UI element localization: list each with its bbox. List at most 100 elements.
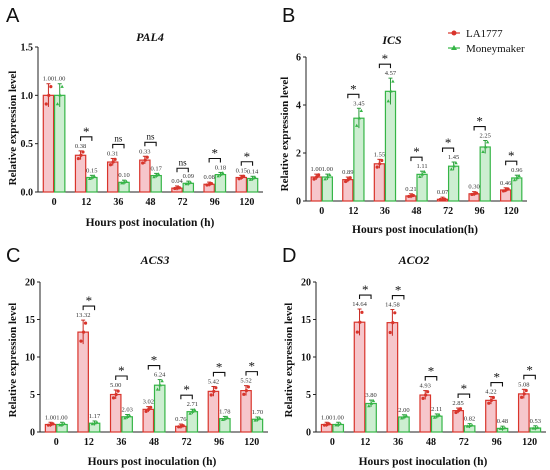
data-point [474,191,479,195]
data-point [244,389,249,393]
data-point [242,392,246,396]
data-point [58,93,62,97]
y-tick-label: 1.0 [21,91,34,102]
data-point [46,423,50,427]
value-label: 0.76 [175,416,187,423]
x-tick-label: 36 [380,206,390,217]
value-label: 0.18 [215,164,226,171]
data-point [400,416,404,420]
data-point [391,321,395,325]
data-point [251,176,255,180]
data-point [156,172,161,176]
value-label: 14.64 [352,301,367,308]
significance-bracket [80,136,93,141]
data-point [375,165,379,169]
data-point [438,197,442,202]
bar-moneymaker [365,402,377,433]
significance-bracket [212,371,226,377]
value-label: 0.96 [511,167,523,174]
significance-mark: * [83,124,90,139]
value-label: 0.38 [75,143,86,150]
x-tick-label: 96 [492,437,502,448]
data-point [248,177,253,181]
bar-la1777 [310,176,322,202]
y-tick-label: 5 [30,390,35,401]
data-point [498,426,502,430]
data-point [481,149,485,154]
data-point [378,162,382,166]
data-point [76,156,80,161]
legend-item-la1777: LA1777 [448,28,503,40]
bar-la1777 [142,408,155,433]
data-point [369,401,374,405]
significance-mark: * [526,362,533,377]
data-point [355,330,359,334]
data-point [411,193,415,198]
y-tick-label: 6 [296,53,301,64]
value-label: 0.30 [468,184,479,191]
significance-bracket [347,93,360,99]
value-label: 13.32 [76,312,91,319]
data-point [322,423,327,427]
data-point [186,181,191,185]
data-point [312,177,316,181]
data-point [380,158,384,163]
significance-mark: * [216,359,223,374]
x-tick-label: 36 [113,197,123,208]
y-axis-label: Relative expression level [7,303,19,418]
value-label: 0.53 [530,418,541,425]
y-tick-label: 0.5 [21,139,34,150]
x-tick-label: 72 [443,206,453,217]
value-label: 0.15 [236,167,247,174]
bar-la1777 [109,393,122,433]
data-point [407,194,411,199]
data-point [219,172,223,176]
value-label: 0.89 [342,169,353,176]
value-label: 1.00 [311,166,322,173]
panel-b: B ICS Relative expression level Hours po… [279,5,527,236]
data-point [327,422,331,426]
data-point [123,416,127,420]
bar-la1777 [517,393,530,433]
data-point [391,79,395,83]
data-point [108,163,113,167]
data-point [188,180,193,184]
x-tick-label: 120 [504,206,519,217]
bar-moneymaker [384,90,397,202]
data-point [501,189,506,193]
significance-bracket [441,147,455,153]
significance-bracket [490,382,504,387]
data-point [334,423,338,427]
bar-moneymaker [447,165,460,202]
significance-bracket [410,156,423,162]
data-point [79,153,83,157]
data-point [489,398,493,402]
value-label: 2.71 [187,401,198,408]
panel-c: C ACS3 Relative expression level Hours p… [6,245,268,468]
data-point [60,84,64,88]
y-axis-label: Relative expression level [279,77,291,192]
data-point [44,102,48,106]
data-point [144,409,148,413]
data-point [216,174,220,178]
data-point [506,187,510,191]
data-point [512,178,517,182]
panel-title: ICS [381,33,402,47]
bar-la1777 [342,179,354,202]
bar-moneymaker [353,117,365,202]
x-tick-label: 48 [149,437,159,448]
panel-letter: D [282,245,296,267]
data-point [420,172,425,176]
significance-mark: * [428,364,435,379]
data-point [485,140,490,144]
significance-bracket [505,160,518,166]
bar-la1777 [139,159,151,193]
data-point [177,425,181,429]
data-point [90,175,94,179]
value-label: 4.57 [385,70,397,77]
data-point [95,420,99,424]
data-point [58,423,62,427]
y-tick-label: 0.0 [21,188,34,199]
significance-bracket [115,375,128,380]
data-point [402,415,406,419]
